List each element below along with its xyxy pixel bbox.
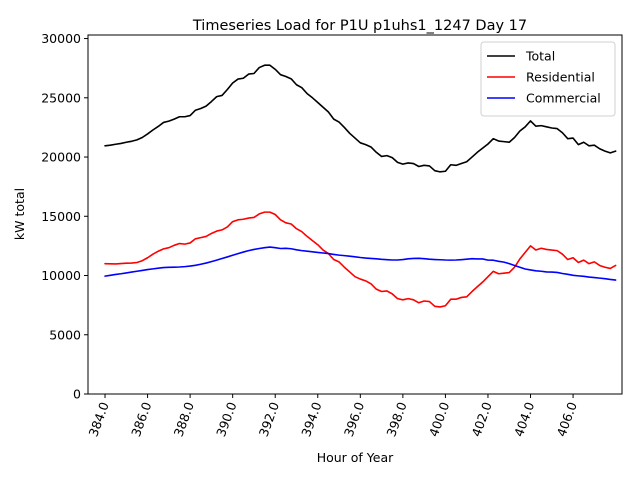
series-line-total bbox=[104, 64, 617, 173]
series-line-residential bbox=[104, 211, 617, 308]
chart-title: Timeseries Load for P1U p1uhs1_1247 Day … bbox=[192, 18, 527, 34]
legend-label-total: Total bbox=[525, 49, 555, 64]
y-axis: 0 5000 10000 15000 20000 25000 30000 bbox=[41, 31, 88, 402]
y-axis-title: kW total bbox=[12, 188, 27, 240]
y-tick-label: 20000 bbox=[41, 150, 81, 165]
y-tick-label: 30000 bbox=[41, 31, 81, 46]
plot-area bbox=[104, 64, 617, 308]
y-tick-label: 0 bbox=[73, 387, 81, 402]
y-tick-label: 5000 bbox=[49, 327, 81, 342]
legend-label-commercial: Commercial bbox=[526, 91, 601, 106]
series-line-commercial bbox=[104, 246, 617, 281]
y-tick-label: 10000 bbox=[41, 268, 81, 283]
y-tick-label: 25000 bbox=[41, 90, 81, 105]
x-axis-title: Hour of Year bbox=[317, 450, 394, 465]
legend-label-residential: Residential bbox=[526, 70, 595, 85]
y-tick-label: 15000 bbox=[41, 209, 81, 224]
plot-frame bbox=[87, 34, 623, 395]
legend: Total Residential Commercial bbox=[480, 41, 616, 117]
